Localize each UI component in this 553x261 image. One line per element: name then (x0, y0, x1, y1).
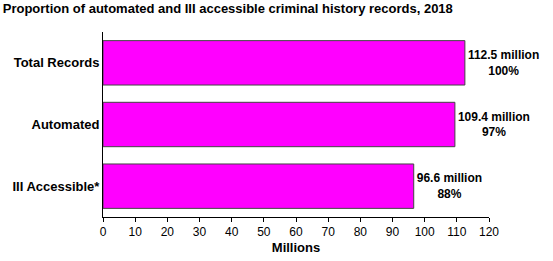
svg-text:Millions: Millions (272, 240, 320, 255)
svg-text:30: 30 (193, 225, 207, 239)
svg-text:Total Records: Total Records (14, 55, 100, 70)
svg-text:112.5 million100%: 112.5 million100% (468, 48, 539, 78)
svg-text:80: 80 (354, 225, 368, 239)
svg-text:100: 100 (415, 225, 435, 239)
svg-text:Proportion of automated and II: Proportion of automated and III accessib… (3, 1, 453, 16)
svg-text:60: 60 (289, 225, 303, 239)
svg-text:40: 40 (225, 225, 239, 239)
svg-text:20: 20 (161, 225, 175, 239)
svg-text:70: 70 (321, 225, 335, 239)
svg-text:109.4 million97%: 109.4 million97% (458, 110, 530, 140)
svg-text:Automated: Automated (32, 117, 100, 132)
svg-text:10: 10 (128, 225, 142, 239)
svg-text:120: 120 (479, 225, 499, 239)
svg-text:90: 90 (386, 225, 400, 239)
svg-text:110: 110 (447, 225, 466, 239)
svg-text:III Accessible*: III Accessible* (12, 179, 100, 194)
svg-text:96.6 million88%: 96.6 million88% (417, 171, 482, 201)
svg-text:50: 50 (257, 225, 271, 239)
svg-text:0: 0 (100, 225, 107, 239)
